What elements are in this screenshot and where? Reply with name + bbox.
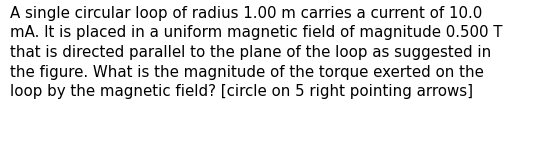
Text: A single circular loop of radius 1.00 m carries a current of 10.0
mA. It is plac: A single circular loop of radius 1.00 m … [10, 6, 503, 99]
